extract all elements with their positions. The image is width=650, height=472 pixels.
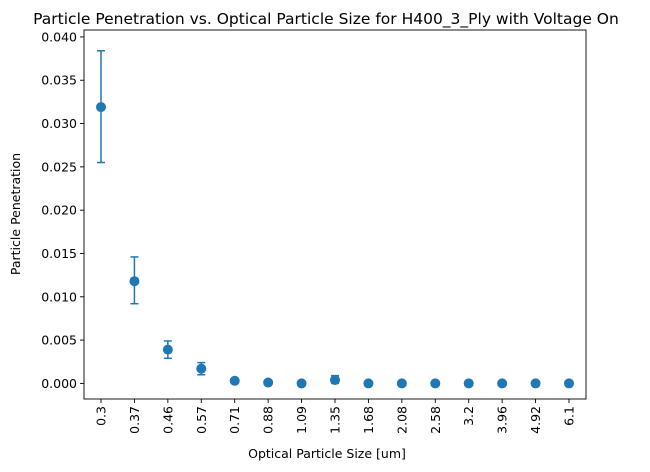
y-axis-ticks: 0.000 0.005 0.010 0.015 0.020 0.025 0.030 0.035… <box>41 29 84 391</box>
data-point <box>196 363 207 374</box>
x-tick-label: 6.1 <box>562 406 577 426</box>
y-tick-label: 0.030 <box>41 116 77 131</box>
y-tick-label: 0.015 <box>41 246 77 261</box>
x-axis-label: Optical Particle Size [um] <box>248 446 406 461</box>
data-point <box>330 374 340 385</box>
plot-frame <box>83 29 587 400</box>
y-tick-label: 0.035 <box>41 73 77 88</box>
data-point <box>296 378 307 389</box>
data-point <box>396 378 407 389</box>
x-tick-label: 3.96 <box>495 406 510 434</box>
y-tick-label: 0.040 <box>41 29 77 44</box>
x-tick-label: 0.37 <box>127 406 142 434</box>
x-tick-label: 2.08 <box>394 406 409 434</box>
x-tick-label: 1.68 <box>361 406 376 434</box>
x-tick-label: 1.35 <box>328 406 343 434</box>
x-tick-label: 0.88 <box>261 406 276 434</box>
x-tick-label: 0.71 <box>227 406 242 434</box>
y-tick-label: 0.020 <box>41 203 77 218</box>
data-point <box>430 378 441 389</box>
data-point <box>263 377 274 388</box>
x-tick-label: 0.57 <box>194 406 209 434</box>
x-tick-label: 4.92 <box>528 406 543 434</box>
data-point <box>363 378 374 389</box>
data-point <box>564 378 574 389</box>
y-tick-label: 0.025 <box>41 159 77 174</box>
y-tick-label: 0.010 <box>41 289 77 304</box>
data-point <box>530 378 541 389</box>
x-axis-ticks: 0.3 0.37 0.46 0.57 0.71 0.88 1.09 1.35 1.68 2.08 2… <box>94 399 577 434</box>
data-point <box>463 378 474 389</box>
chart-title: Particle Penetration vs. Optical Particl… <box>33 10 619 29</box>
y-axis-label: Particle Penetration <box>8 153 23 275</box>
data-point <box>162 344 173 355</box>
data-point <box>497 378 508 389</box>
x-tick-label: 3.2 <box>461 406 476 426</box>
x-tick-label: 0.3 <box>94 406 109 426</box>
x-tick-label: 0.46 <box>160 406 175 434</box>
y-tick-label: 0.000 <box>41 376 77 391</box>
data-point <box>96 102 106 113</box>
y-tick-label: 0.005 <box>41 333 77 348</box>
data-point <box>229 375 240 386</box>
x-tick-label: 1.09 <box>294 406 309 434</box>
x-tick-label: 2.58 <box>428 406 443 434</box>
data-point <box>129 276 140 287</box>
data-marks <box>96 50 574 389</box>
